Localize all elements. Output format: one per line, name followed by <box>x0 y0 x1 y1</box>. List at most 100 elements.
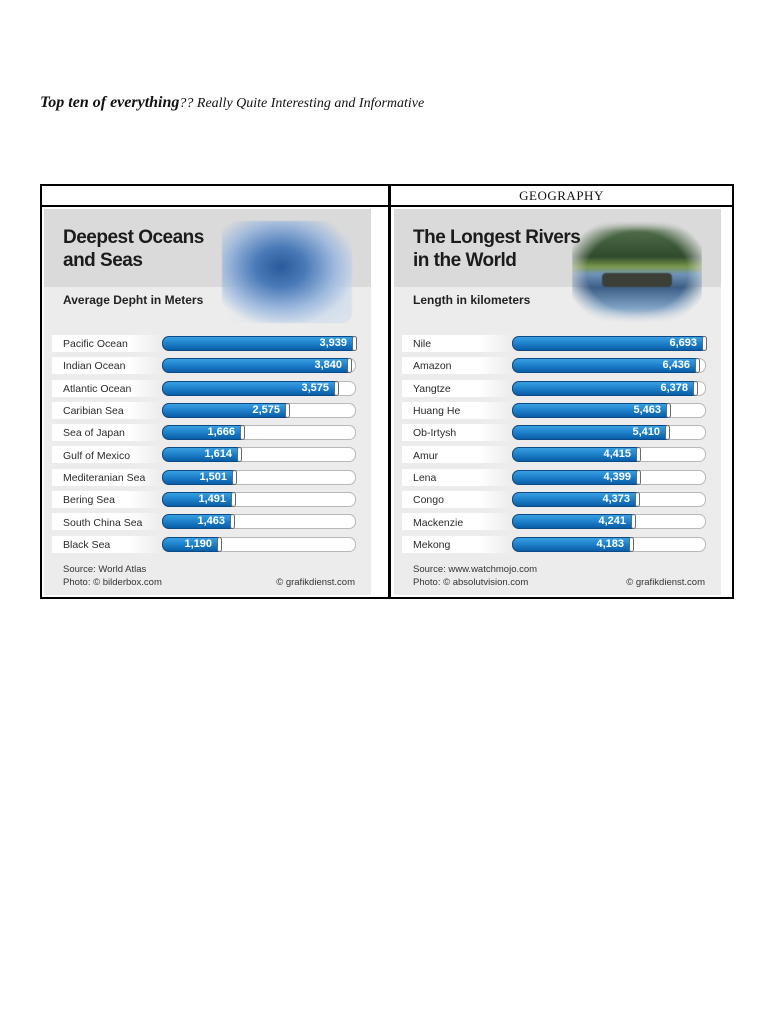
bar-end-cap-icon <box>240 425 245 441</box>
bar-value: 3,840 <box>314 359 342 372</box>
bar-end-cap-icon <box>237 447 242 463</box>
heading-rest-text: ?? Really Quite Interesting and Informat… <box>179 96 425 111</box>
bar-row: Black Sea 1,190 <box>44 534 371 556</box>
label-stripe <box>52 491 162 509</box>
bar-value: 6,378 <box>660 381 688 394</box>
oceans-footer: Source: World Atlas Photo: © bilderbox.c… <box>63 563 355 589</box>
bar-value: 6,693 <box>669 337 697 349</box>
oceans-graphic-credit: © grafikdienst.com <box>276 577 355 588</box>
river-boat-shape <box>602 273 672 287</box>
bar-fill: 4,183 <box>512 536 634 552</box>
bar-fill: 4,415 <box>512 447 641 463</box>
rivers-photo-credit: Photo: © absolutvision.com <box>413 577 529 588</box>
bar-label: Caribian Sea <box>63 405 124 418</box>
bar-label: Mackenzie <box>413 516 464 529</box>
bar-label: Indian Ocean <box>63 360 126 373</box>
bar-fill: 6,436 <box>512 358 700 374</box>
bar-row: Indian Ocean 3,840 <box>44 355 371 377</box>
geography-table: GEOGRAPHY Deepest Oceans and Seas Averag… <box>40 184 734 599</box>
bar-value: 4,241 <box>598 515 626 528</box>
bar-end-cap-icon <box>352 336 357 351</box>
bar-fill: 1,190 <box>162 536 222 552</box>
rivers-source: Source: www.watchmojo.com <box>413 564 538 575</box>
bar-row: Bering Sea 1,491 <box>44 489 371 511</box>
bar-row: Ob-Irtysh 5,410 <box>394 422 721 444</box>
oceans-source: Source: World Atlas <box>63 564 147 575</box>
ocean-wave-photo <box>222 221 352 323</box>
rivers-subtitle: Length in kilometers <box>413 293 531 307</box>
bar-value: 1,614 <box>204 448 232 461</box>
label-stripe <box>402 424 512 442</box>
label-stripe <box>52 446 162 464</box>
bar-end-cap-icon <box>285 402 290 418</box>
bar-end-cap-icon <box>636 469 641 485</box>
bar-label: Amur <box>413 449 439 462</box>
rivers-infographic: The Longest Rivers in the World Length i… <box>394 209 721 595</box>
bar-end-cap-icon <box>636 447 641 463</box>
bar-label: Mekong <box>413 538 451 551</box>
bar-label: Yangtze <box>413 382 451 395</box>
bar-row: Sea of Japan 1,666 <box>44 422 371 444</box>
bar-value: 1,190 <box>184 537 212 550</box>
bar-value: 1,491 <box>198 493 226 506</box>
heading-bold-text: Top ten of everything <box>40 94 180 111</box>
label-stripe <box>402 335 512 352</box>
bar-row: Amur 4,415 <box>394 444 721 466</box>
label-stripe <box>52 335 162 352</box>
bar-row: Atlantic Ocean 3,575 <box>44 378 371 400</box>
rivers-title: The Longest Rivers in the World <box>413 226 583 272</box>
rivers-graphic-credit: © grafikdienst.com <box>626 577 705 588</box>
label-stripe <box>402 401 512 419</box>
bar-fill: 6,378 <box>512 380 698 396</box>
document-heading: Top ten of everything?? Really Quite Int… <box>40 94 424 112</box>
bar-fill: 5,463 <box>512 402 671 418</box>
bar-label: Nile <box>413 338 432 351</box>
bar-row: Mekong 4,183 <box>394 534 721 556</box>
bar-label: Sea of Japan <box>63 427 125 440</box>
bar-value: 5,410 <box>632 426 660 439</box>
bar-row: Pacific Ocean 3,939 <box>44 333 371 355</box>
bar-value: 1,501 <box>199 470 227 483</box>
bar-fill: 1,501 <box>162 469 237 485</box>
bar-end-cap-icon <box>665 425 670 441</box>
bar-end-cap-icon <box>629 536 634 552</box>
bar-label: South China Sea <box>63 516 143 529</box>
bar-value: 5,463 <box>633 403 661 416</box>
bar-row: South China Sea 1,463 <box>44 511 371 533</box>
bar-row: Caribian Sea 2,575 <box>44 400 371 422</box>
bar-label: Pacific Ocean <box>63 338 128 351</box>
bar-value: 4,415 <box>603 448 631 461</box>
bar-value: 2,575 <box>252 403 280 416</box>
oceans-title-line1: Deepest Oceans <box>63 227 204 248</box>
rivers-title-line2: in the World <box>413 250 517 271</box>
bar-value: 4,183 <box>596 537 624 550</box>
bar-label: Ob-Irtysh <box>413 427 457 440</box>
label-stripe <box>52 468 162 486</box>
bar-end-cap-icon <box>635 492 640 508</box>
river-photo <box>572 221 702 323</box>
label-stripe <box>52 424 162 442</box>
label-stripe <box>402 468 512 486</box>
label-stripe <box>402 513 512 531</box>
label-stripe <box>402 379 512 397</box>
bar-fill: 4,373 <box>512 492 640 508</box>
bar-label: Amazon <box>413 360 452 373</box>
bar-value: 3,939 <box>319 337 347 349</box>
bar-fill: 1,666 <box>162 425 245 441</box>
table-header-geography: GEOGRAPHY <box>519 188 604 203</box>
bar-label: Mediteranian Sea <box>63 471 146 484</box>
bar-fill: 2,575 <box>162 402 290 418</box>
bar-label: Gulf of Mexico <box>63 449 131 462</box>
bar-label: Congo <box>413 494 444 507</box>
bar-fill: 1,491 <box>162 492 236 508</box>
bar-end-cap-icon <box>695 358 700 374</box>
label-stripe <box>52 379 162 397</box>
bar-fill: 3,939 <box>162 336 357 351</box>
column-divider <box>388 186 391 597</box>
rivers-title-line1: The Longest Rivers <box>413 227 581 248</box>
bar-fill: 5,410 <box>512 425 670 441</box>
bar-value: 4,373 <box>602 493 630 506</box>
bar-row: Lena 4,399 <box>394 467 721 489</box>
label-stripe <box>52 535 162 553</box>
bar-end-cap-icon <box>693 380 698 396</box>
